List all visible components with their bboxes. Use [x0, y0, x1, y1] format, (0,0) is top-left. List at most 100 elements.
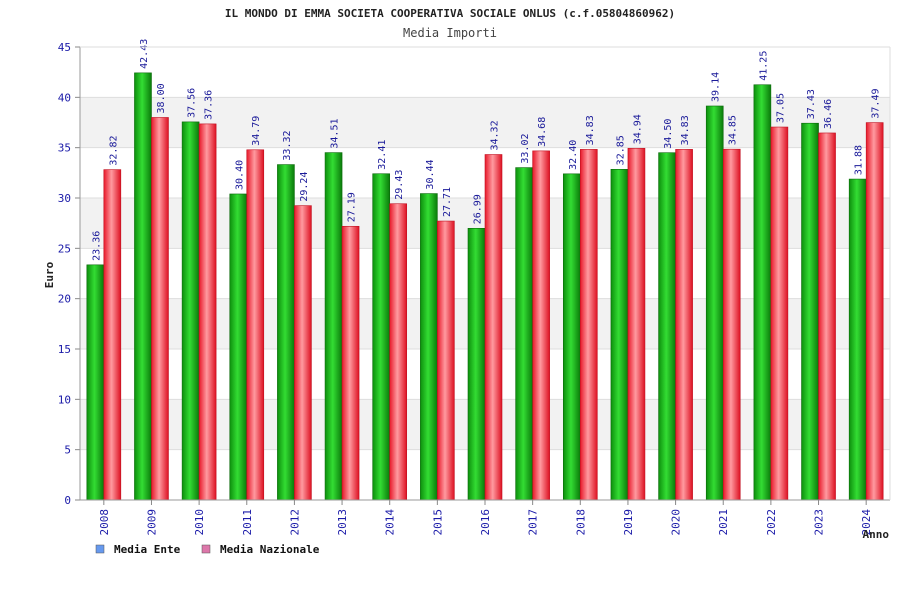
bar-media-ente-2011: [229, 193, 248, 501]
y-tick-labels: 0 5 10 15 20 25 30 35 40 45: [58, 41, 71, 507]
bar-media-ente-2008: [86, 264, 105, 501]
x-tick-label: 2013: [336, 509, 349, 536]
y-tick-label: 5: [64, 444, 71, 457]
value-label: 27.71: [442, 187, 453, 217]
x-tick-label: 2008: [98, 509, 111, 536]
value-label: 32.40: [568, 140, 579, 170]
value-label: 37.36: [204, 90, 215, 120]
x-tick-label: 2024: [860, 509, 873, 536]
bar-media-nazionale-2020: [675, 149, 693, 501]
y-tick-label: 25: [58, 242, 71, 255]
x-axis-label: Anno: [863, 528, 890, 541]
x-tick-label: 2023: [813, 509, 826, 536]
value-label: 29.43: [394, 170, 405, 200]
x-tick-label: 2015: [431, 509, 444, 536]
x-tick-label: 2016: [479, 509, 492, 536]
bar-media-nazionale-2024: [865, 122, 884, 501]
y-axis-label: Euro: [43, 261, 56, 288]
bar-media-ente-2016: [467, 228, 486, 501]
bar-media-nazionale-2008: [103, 169, 122, 501]
value-label: 34.83: [680, 115, 691, 145]
value-label: 41.25: [758, 51, 769, 81]
bar-media-nazionale-2022: [770, 126, 789, 501]
x-tick-label: 2018: [574, 509, 587, 536]
bar-media-ente-2023: [801, 122, 819, 501]
value-labels: 23.36 32.82 42.43 38.00 37.56 37.36 30.40 34.79…: [91, 39, 881, 261]
y-tick-label: 35: [58, 142, 71, 155]
value-label: 32.85: [615, 135, 626, 165]
value-label: 39.14: [711, 72, 722, 102]
legend: Media Ente Media Nazionale: [95, 543, 320, 556]
x-tick-label: 2020: [670, 509, 683, 536]
value-label: 34.32: [490, 120, 501, 150]
value-label: 37.56: [187, 88, 198, 118]
bar-media-nazionale-2017: [532, 150, 550, 501]
value-label: 23.36: [91, 231, 102, 261]
value-label: 29.24: [299, 172, 310, 202]
x-tick-label: 2009: [145, 509, 158, 536]
y-tick-label: 40: [58, 91, 71, 104]
value-label: 26.99: [473, 194, 484, 224]
value-label: 34.94: [632, 114, 643, 144]
bar-media-nazionale-2011: [246, 149, 265, 501]
bar-media-ente-2009: [134, 72, 152, 501]
value-label: 31.88: [854, 145, 865, 175]
value-label: 42.43: [139, 39, 150, 69]
value-label: 34.85: [728, 115, 739, 145]
bar-media-nazionale-2019: [627, 147, 646, 501]
bar-media-nazionale-2016: [484, 154, 503, 501]
bar-media-nazionale-2014: [389, 203, 408, 501]
value-label: 34.83: [585, 115, 596, 145]
x-tick-label: 2012: [288, 509, 301, 536]
value-label: 33.02: [520, 133, 531, 163]
bar-media-ente-2020: [658, 152, 676, 501]
bar-media-nazionale-2009: [151, 117, 169, 501]
x-tick-label: 2011: [241, 509, 254, 536]
x-tick-label: 2022: [765, 509, 778, 536]
bar-media-ente-2024: [848, 178, 867, 501]
value-label: 27.19: [347, 192, 358, 222]
value-label: 34.50: [663, 119, 674, 149]
value-label: 34.68: [537, 117, 548, 147]
legend-label-media-ente: Media Ente: [114, 543, 181, 556]
bar-media-ente-2013: [324, 152, 343, 501]
value-label: 30.40: [234, 160, 245, 190]
chart-title: IL MONDO DI EMMA SOCIETA COOPERATIVA SOC…: [225, 7, 675, 20]
y-tick-label: 20: [58, 293, 71, 306]
y-tick-label: 30: [58, 192, 71, 205]
bar-media-ente-2012: [277, 164, 295, 501]
bar-media-ente-2021: [705, 105, 724, 501]
legend-swatch-media-ente: [95, 544, 105, 554]
value-label: 30.44: [425, 159, 436, 189]
y-tick-label: 45: [58, 41, 71, 54]
x-tick-label: 2017: [527, 509, 540, 536]
value-label: 32.41: [377, 140, 388, 170]
bar-media-ente-2018: [562, 173, 581, 501]
value-label: 38.00: [156, 83, 167, 113]
bar-media-ente-2019: [610, 169, 629, 501]
y-tick-label: 10: [58, 393, 71, 406]
bar-media-ente-2010: [181, 121, 200, 501]
bar-media-ente-2014: [372, 173, 391, 501]
legend-label-media-nazionale: Media Nazionale: [220, 543, 320, 556]
value-label: 37.43: [806, 89, 817, 119]
value-label: 37.05: [775, 93, 786, 123]
bar-media-nazionale-2010: [198, 123, 217, 501]
x-tick-labels: 2008 2009 2010 2011 2012 2013 2014 2015 2016 2017…: [98, 509, 873, 536]
chart-subtitle: Media Importi: [403, 26, 497, 40]
y-tick-label: 15: [58, 343, 71, 356]
bar-media-ente-2015: [420, 193, 438, 501]
x-tick-label: 2021: [717, 509, 730, 536]
x-tick-label: 2010: [193, 509, 206, 536]
bar-media-nazionale-2015: [437, 220, 455, 501]
value-label: 33.32: [282, 130, 293, 160]
x-tick-label: 2019: [622, 509, 635, 536]
bar-media-nazionale-2018: [579, 149, 598, 501]
bar-media-nazionale-2013: [341, 225, 360, 501]
value-label: 36.46: [823, 99, 834, 129]
legend-swatch-media-nazionale: [201, 544, 211, 554]
bar-media-nazionale-2021: [722, 148, 741, 501]
bar-media-ente-2022: [753, 84, 772, 501]
